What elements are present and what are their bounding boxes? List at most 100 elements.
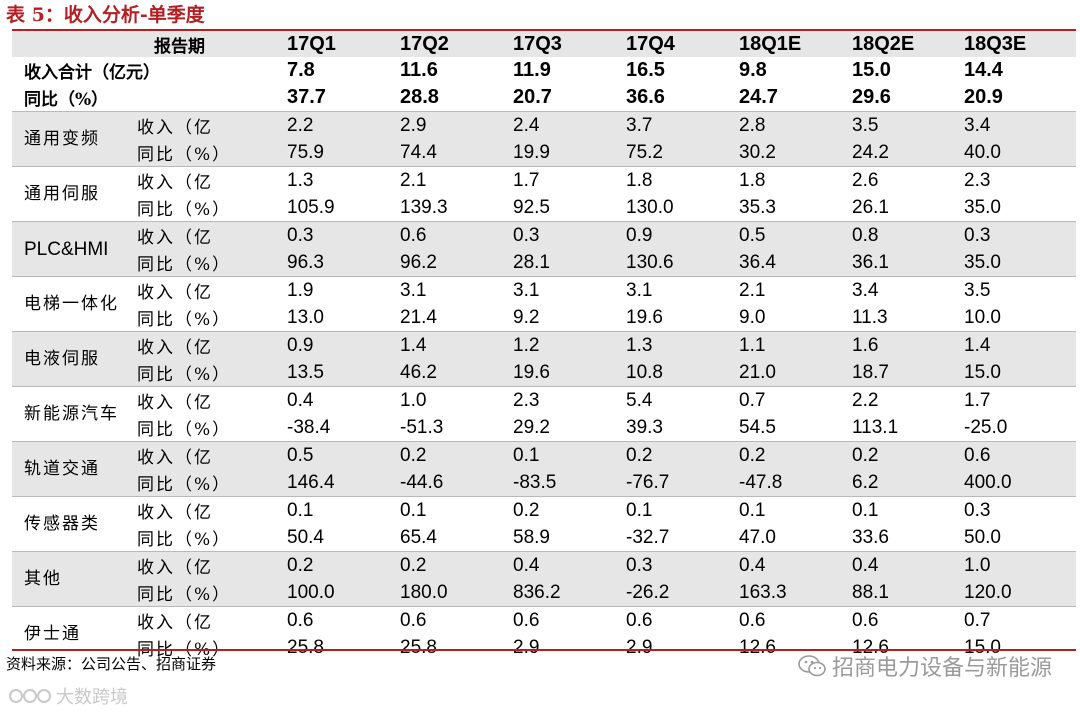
cell-value: 0.2 <box>287 551 400 579</box>
segment-name: 其他 <box>12 551 137 607</box>
segment-revenue-row: 电液伺服 收入（亿 0.9 1.4 1.2 1.3 1.1 1.6 1.4 <box>12 331 1076 387</box>
revenue-label: 收入（亿 <box>137 441 287 469</box>
cell-value: 25.8 <box>287 636 324 658</box>
cell-value: 50.4 <box>287 526 324 548</box>
cell-value: 2.2 <box>852 386 964 414</box>
wechat-label: 招商电力设备与新能源 <box>831 656 1052 681</box>
table-title: 表 5：收入分析-单季度 <box>6 4 205 26</box>
cell-value: 836.2 <box>513 579 626 607</box>
cell-value: 1.1 <box>739 331 852 359</box>
cell-value: 50.0 <box>964 526 1001 548</box>
header-row: 报告期 17Q1 17Q2 17Q3 17Q4 18Q1E 18Q2E 18Q3E <box>12 31 1076 57</box>
revenue-label: 收入（亿 <box>137 111 287 139</box>
cell-value: 35.0 <box>964 196 1001 218</box>
period-header: 17Q1 <box>287 31 400 57</box>
cell-value: 36.6 <box>626 86 665 108</box>
revenue-label: 收入（亿 <box>137 606 287 634</box>
cell-value: 1.9 <box>287 276 400 304</box>
cell-value: 18.7 <box>852 359 964 387</box>
segment-name: 轨道交通 <box>12 441 137 497</box>
cell-value: 2.1 <box>400 166 513 194</box>
cell-value: 21.4 <box>400 306 437 328</box>
segment-name: 电梯一体化 <box>12 276 137 332</box>
period-header: 18Q2E <box>852 31 964 57</box>
yoy-label: 同比（%） <box>137 359 287 387</box>
cell-value: 0.6 <box>626 606 739 634</box>
cell-value: 74.4 <box>400 139 513 167</box>
cell-value: 9.2 <box>513 306 540 328</box>
cell-value: 0.9 <box>626 221 739 249</box>
segment-name: PLC&HMI <box>12 221 137 277</box>
top-rule <box>12 29 1076 31</box>
cell-value: 11.6 <box>400 59 438 81</box>
cell-value: 33.6 <box>852 526 889 548</box>
cell-value: -38.4 <box>287 416 331 438</box>
segment-yoy-row: 同比（%） 13.0 21.4 9.2 19.6 9.0 11.3 10.0 <box>12 304 1076 332</box>
yoy-label: 同比（%） <box>137 579 287 607</box>
cell-value: 36.1 <box>852 249 964 277</box>
period-header: 17Q3 <box>513 31 626 57</box>
cell-value: 180.0 <box>400 579 513 607</box>
cell-value: 54.5 <box>739 416 776 438</box>
cell-value: 2.9 <box>400 111 513 139</box>
cell-value: 105.9 <box>287 196 335 218</box>
period-header: 17Q2 <box>400 31 513 57</box>
cell-value: 11.9 <box>513 59 551 81</box>
cell-value: 1.7 <box>513 166 626 194</box>
cell-value: 146.4 <box>287 469 400 497</box>
cell-value: 2.2 <box>287 111 400 139</box>
cell-value: -47.8 <box>739 469 852 497</box>
cell-value: 0.1 <box>852 496 964 524</box>
cell-value: -83.5 <box>513 469 626 497</box>
cell-value: 13.5 <box>287 359 400 387</box>
yoy-label: 同比（%） <box>137 310 232 330</box>
cell-value: 96.2 <box>400 249 513 277</box>
cell-value: 29.6 <box>852 86 891 108</box>
cell-value: 2.9 <box>513 636 540 658</box>
cell-value: 0.1 <box>739 496 852 524</box>
cell-value: 0.5 <box>287 441 400 469</box>
cell-value: 0.6 <box>852 606 964 634</box>
cell-value: 19.6 <box>626 306 663 328</box>
cell-value: 35.0 <box>964 249 1076 277</box>
cell-value: 0.2 <box>400 551 513 579</box>
header-label: 报告期 <box>12 31 287 57</box>
cell-value: 3.5 <box>964 276 1076 304</box>
cell-value: 39.3 <box>626 416 663 438</box>
cell-value: 0.6 <box>287 606 400 634</box>
segment-name: 传感器类 <box>12 496 137 552</box>
cell-value: 11.3 <box>852 306 888 328</box>
cell-value: 5.4 <box>626 386 739 414</box>
cell-value: 47.0 <box>739 526 776 548</box>
row-label: 收入合计（亿元） <box>24 63 160 83</box>
cell-value: 19.9 <box>513 139 626 167</box>
segment-name: 伊士通 <box>12 606 137 661</box>
segment-yoy-row: 同比（%） 50.4 65.4 58.9 -32.7 47.0 33.6 50.0 <box>12 524 1076 552</box>
cell-value: 2.4 <box>513 111 626 139</box>
cell-value: 163.3 <box>739 579 852 607</box>
watermark-logo-icon <box>9 689 51 703</box>
revenue-label: 收入（亿 <box>137 276 287 304</box>
cell-value: 26.1 <box>852 196 889 218</box>
cell-value: 16.5 <box>626 59 665 81</box>
segment-yoy-row: 同比（%） 13.5 46.2 19.6 10.8 21.0 18.7 15.0 <box>12 359 1076 387</box>
cell-value: 28.8 <box>400 86 439 108</box>
cell-value: 1.7 <box>964 386 1076 414</box>
yoy-label: 同比（%） <box>137 249 287 277</box>
cell-value: 0.9 <box>287 331 400 359</box>
cell-value: 10.0 <box>964 306 1001 328</box>
cell-value: 3.5 <box>852 111 964 139</box>
cell-value: 3.1 <box>400 276 513 304</box>
segment-yoy-row: 同比（%） -38.4 -51.3 29.2 39.3 54.5 113.1 -25.0 <box>12 414 1076 442</box>
cell-value: -51.3 <box>400 416 444 438</box>
cell-value: 24.2 <box>852 139 964 167</box>
cell-value: 2.3 <box>964 166 1076 194</box>
cell-value: 3.1 <box>626 276 739 304</box>
period-header: 18Q1E <box>739 31 852 57</box>
cell-value: 0.3 <box>964 496 1076 524</box>
segment-yoy-row: 同比（%） 146.4 -44.6 -83.5 -76.7 -47.8 6.2 400.0 <box>12 469 1076 497</box>
cell-value: 10.8 <box>626 359 739 387</box>
cell-value: 0.4 <box>513 551 626 579</box>
cell-value: 2.1 <box>739 276 852 304</box>
cell-value: 2.8 <box>739 111 852 139</box>
